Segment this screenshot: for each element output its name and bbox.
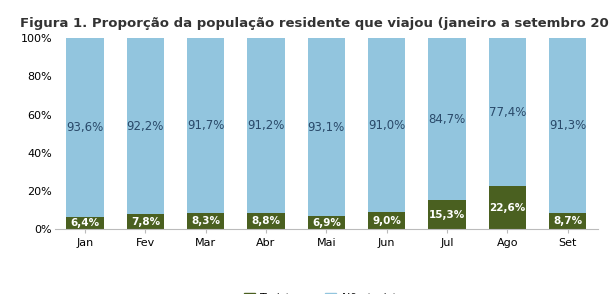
- Text: 91,0%: 91,0%: [368, 119, 405, 132]
- Text: 15,3%: 15,3%: [429, 210, 465, 220]
- Bar: [307, 216, 345, 229]
- Text: 77,4%: 77,4%: [489, 106, 526, 119]
- Bar: [127, 38, 164, 214]
- Text: 8,8%: 8,8%: [251, 216, 281, 226]
- Text: 91,2%: 91,2%: [247, 119, 285, 132]
- Text: 93,6%: 93,6%: [66, 121, 104, 134]
- Bar: [368, 38, 406, 212]
- Bar: [187, 213, 224, 229]
- Bar: [127, 214, 164, 229]
- Text: 9,0%: 9,0%: [372, 216, 401, 226]
- Text: 93,1%: 93,1%: [307, 121, 345, 134]
- Bar: [489, 186, 526, 229]
- Bar: [549, 213, 586, 229]
- Bar: [66, 38, 104, 217]
- Bar: [428, 38, 465, 200]
- Text: 92,2%: 92,2%: [127, 120, 164, 133]
- Text: 7,8%: 7,8%: [131, 217, 160, 227]
- Title: Figura 1. Proporção da população residente que viajou (janeiro a setembro 2012): Figura 1. Proporção da população residen…: [20, 17, 610, 30]
- Bar: [489, 38, 526, 186]
- Bar: [307, 38, 345, 216]
- Bar: [368, 212, 406, 229]
- Bar: [549, 38, 586, 213]
- Bar: [66, 217, 104, 229]
- Text: 6,9%: 6,9%: [312, 218, 341, 228]
- Bar: [247, 38, 285, 213]
- Text: 8,3%: 8,3%: [191, 216, 220, 226]
- Legend: Turistas, Não turistas: Turistas, Não turistas: [239, 288, 414, 294]
- Bar: [187, 38, 224, 213]
- Text: 6,4%: 6,4%: [71, 218, 99, 228]
- Bar: [428, 200, 465, 229]
- Text: 8,7%: 8,7%: [553, 216, 582, 226]
- Text: 22,6%: 22,6%: [489, 203, 525, 213]
- Bar: [247, 213, 285, 229]
- Text: 91,7%: 91,7%: [187, 119, 224, 132]
- Text: 91,3%: 91,3%: [549, 119, 586, 132]
- Text: 84,7%: 84,7%: [428, 113, 465, 126]
